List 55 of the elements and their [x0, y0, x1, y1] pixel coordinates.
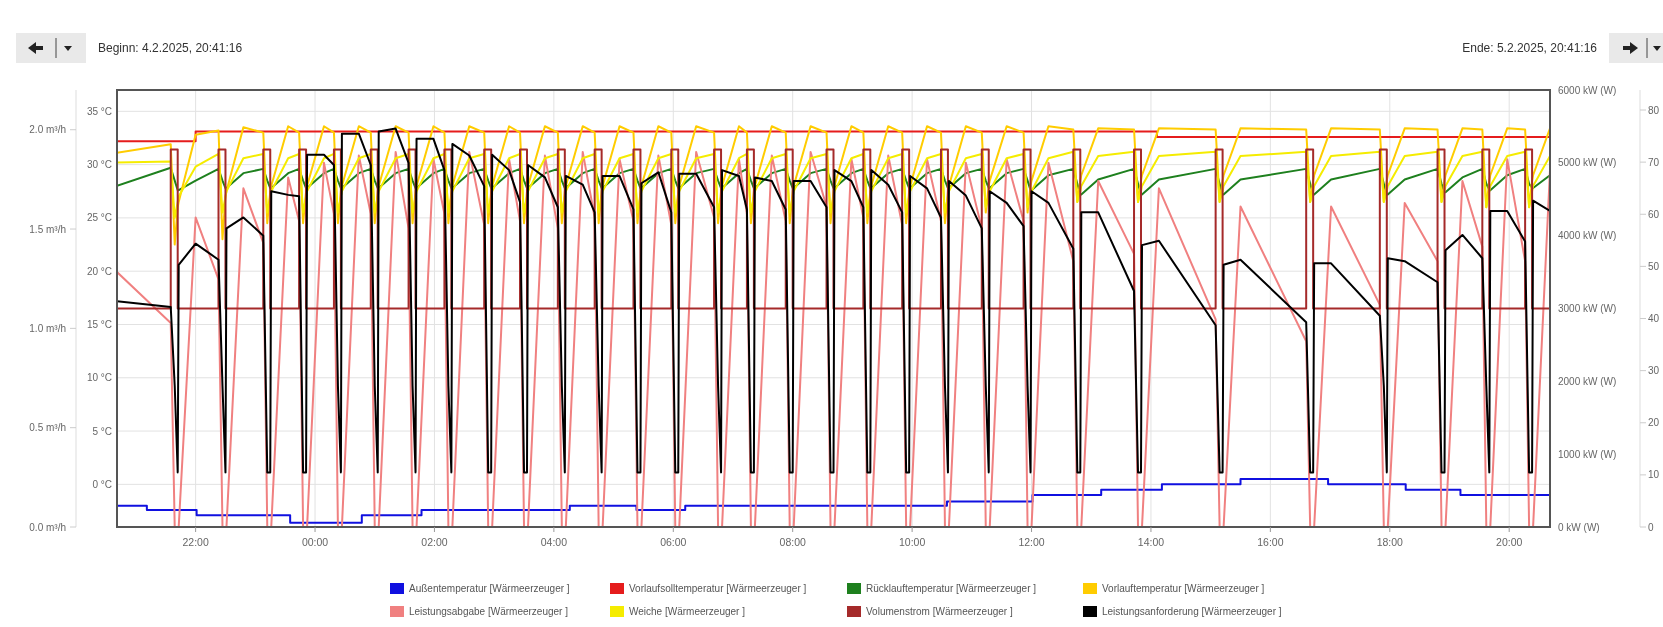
line-series	[117, 127, 1550, 474]
text: 70	[1648, 156, 1660, 168]
x-tick-label: 10:00	[898, 536, 926, 548]
legend-label: Weiche [Wärmeerzeuger ]	[629, 606, 746, 617]
x-tick-label: 16:00	[1257, 536, 1284, 548]
y-tick-label: 15 °C	[86, 318, 112, 330]
y3-tick-label: 1000 kW (W)	[1558, 448, 1617, 460]
text: 50	[1648, 260, 1660, 272]
text: Ende: 5.2.2025, 20:41:16	[1462, 41, 1598, 55]
x-tick-label: 22:00	[182, 536, 209, 548]
text: 10	[1648, 469, 1660, 481]
text: 40	[1648, 313, 1660, 324]
x-tick-label: 02:00	[421, 536, 448, 548]
legend-label: Vorlauftemperatur [Wärmeerzeuger ]	[1102, 583, 1265, 594]
x-tick-label: 20:00	[1496, 536, 1523, 548]
x-tick-label: 14:00	[1137, 536, 1165, 548]
y3-tick-label: 6000 kW (W)	[1558, 84, 1617, 96]
y3-tick-label: 5000 kW (W)	[1558, 157, 1617, 169]
line-series	[117, 166, 1550, 196]
legend-label: Leistungsabgabe [Wärmeerzeuger ]	[409, 606, 569, 617]
y3-tick-label: 3000 kW (W)	[1558, 303, 1617, 314]
line-series	[117, 125, 1550, 246]
text: Beginn: 4.2.2025, 20:41:16	[98, 41, 243, 55]
y-tick-label: 10 °C	[86, 372, 112, 384]
legend-label: Leistungsanforderung [Wärmeerzeuger ]	[1102, 606, 1282, 617]
y-tick-label: 5 °C	[92, 425, 112, 437]
x-tick-label: 04:00	[540, 536, 568, 548]
y2-tick-label: 0.0 m³/h	[29, 521, 66, 533]
y2-tick-label: 2.0 m³/h	[29, 124, 66, 136]
x-tick-label: 12:00	[1018, 536, 1045, 548]
text: 30	[1648, 365, 1660, 377]
y3-tick-label: 4000 kW (W)	[1558, 230, 1617, 242]
legend-label: Außentemperatur [Wärmeerzeuger ]	[409, 583, 570, 594]
x-tick-label: 18:00	[1376, 536, 1404, 548]
text: 0	[1648, 521, 1654, 533]
x-tick-label: 08:00	[779, 536, 806, 548]
text: 60	[1648, 208, 1660, 220]
line-series	[117, 150, 1550, 219]
y3-tick-label: 2000 kW (W)	[1558, 375, 1617, 387]
y-tick-label: 35 °C	[86, 105, 112, 117]
y-tick-label: 25 °C	[86, 212, 112, 224]
y2-tick-label: 1.0 m³/h	[29, 322, 66, 334]
text: 80	[1648, 104, 1660, 116]
x-tick-label: 06:00	[660, 536, 687, 548]
y-tick-label: 20 °C	[86, 265, 112, 277]
x-tick-label: 00:00	[301, 536, 329, 548]
y-tick-label: 0 °C	[92, 478, 112, 490]
y2-tick-label: 0.5 m³/h	[29, 422, 66, 434]
y2-tick-label: 1.5 m³/h	[29, 223, 66, 235]
legend-label: Rücklauftemperatur [Wärmeerzeuger ]	[866, 583, 1037, 594]
legend-label: Volumenstrom [Wärmeerzeuger ]	[866, 606, 1013, 617]
text: 20	[1648, 417, 1660, 429]
y-tick-label: 30 °C	[86, 159, 112, 171]
legend-label: Vorlaufsolltemperatur [Wärmeerzeuger ]	[629, 583, 807, 594]
y3-tick-label: 0 kW (W)	[1558, 521, 1600, 533]
